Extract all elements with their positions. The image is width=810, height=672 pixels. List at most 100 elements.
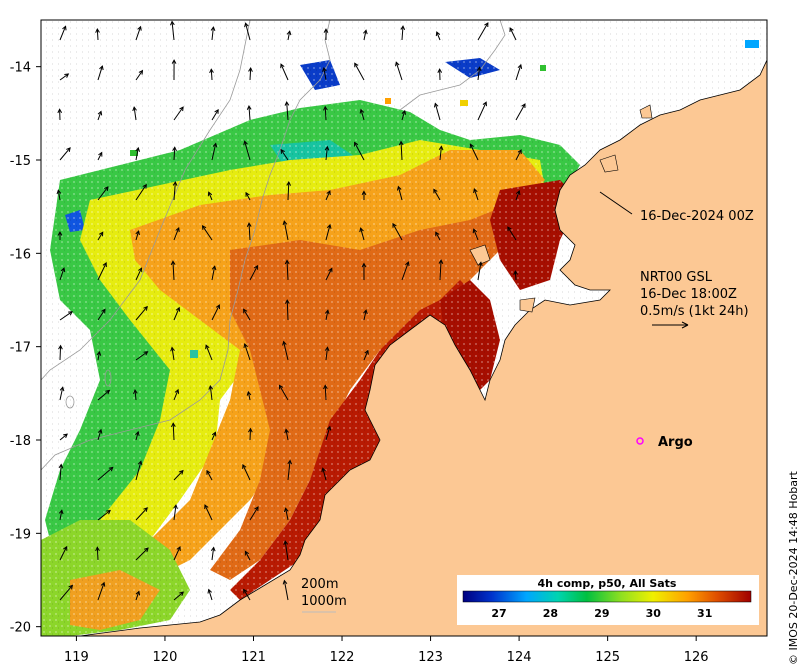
current-vector-head — [62, 25, 67, 31]
current-vector-head — [283, 507, 289, 513]
current-vector-head — [284, 299, 290, 304]
current-vector — [515, 149, 522, 161]
y-axis: -14 -15 -16 -17 -18 -19 -20 — [10, 61, 41, 636]
current-vector — [171, 21, 175, 41]
current-vector — [286, 300, 289, 321]
current-vector — [97, 309, 106, 321]
current-vector — [324, 385, 327, 401]
current-vector — [59, 147, 71, 161]
current-vector — [97, 390, 110, 401]
current-vector — [395, 62, 403, 81]
current-vector — [439, 260, 442, 281]
current-vector-head — [144, 547, 149, 553]
current-vector — [325, 268, 333, 281]
current-vector-head — [106, 509, 111, 515]
current-vector — [204, 504, 213, 521]
current-vector — [173, 106, 184, 121]
current-vector-head — [248, 67, 253, 72]
current-vector-head — [280, 148, 285, 154]
current-vector-head — [170, 346, 175, 352]
current-vector — [97, 351, 100, 361]
current-vector — [363, 310, 367, 321]
current-vector-head — [98, 231, 104, 237]
current-vector — [173, 591, 184, 601]
current-vector-head — [364, 349, 369, 355]
current-vector-head — [324, 309, 330, 315]
current-vector-head — [57, 108, 63, 114]
current-vector-head — [172, 146, 177, 152]
x-tick-label: 120 — [153, 650, 178, 665]
current-vector — [97, 510, 111, 521]
current-vector — [135, 184, 147, 201]
current-vector-head — [104, 186, 109, 191]
current-vector — [173, 182, 176, 201]
current-vector — [433, 189, 441, 201]
current-vector-head — [359, 227, 364, 233]
current-vector-head — [170, 260, 176, 266]
map-area[interactable] — [41, 20, 767, 636]
current-vector — [325, 146, 328, 161]
current-vector — [354, 63, 365, 81]
current-vector-head — [363, 309, 368, 315]
current-vector — [59, 26, 67, 41]
current-vector — [397, 186, 403, 201]
current-vector — [211, 143, 217, 161]
current-vector-head — [324, 346, 330, 352]
x-tick-label: 119 — [64, 650, 89, 665]
current-vector — [477, 67, 481, 81]
current-vector-head — [59, 386, 65, 392]
current-vector-head — [97, 110, 103, 116]
current-vector-head — [323, 105, 328, 111]
land-mass — [79, 59, 767, 636]
current-vector — [324, 106, 327, 121]
current-vector — [325, 190, 331, 201]
argo-float-marker[interactable] — [636, 437, 644, 445]
current-vector — [242, 464, 251, 481]
current-vector — [323, 67, 327, 81]
current-vector-head — [201, 224, 207, 230]
current-vector-head — [287, 459, 293, 465]
current-vector — [96, 29, 99, 41]
current-vector — [133, 107, 137, 121]
current-vector — [401, 261, 409, 281]
current-vector-head — [170, 20, 175, 26]
current-vector — [477, 101, 487, 121]
current-vector-head — [135, 146, 141, 152]
current-vector — [173, 307, 180, 321]
current-vector-head — [324, 145, 330, 151]
current-vector-head — [68, 584, 74, 590]
current-vector — [208, 589, 213, 601]
current-vector-head — [513, 270, 518, 275]
current-vector — [284, 541, 289, 561]
current-vector-head — [507, 226, 512, 232]
current-vector-head — [108, 466, 114, 472]
current-vector-head — [207, 588, 212, 594]
current-vector — [473, 228, 479, 241]
current-vector — [360, 109, 365, 121]
current-vector-head — [245, 191, 250, 197]
current-vector-head — [205, 344, 210, 350]
y-tick-label: -19 — [10, 527, 31, 542]
current-vector-head — [253, 264, 259, 270]
current-vector-head — [214, 108, 219, 114]
current-vector — [59, 585, 73, 601]
current-vector-head — [363, 29, 368, 35]
current-vector — [322, 468, 327, 481]
current-vector-head — [243, 308, 248, 314]
current-vector-head — [246, 222, 252, 227]
current-vector-head — [204, 504, 209, 510]
contour-200-label: 200m — [301, 577, 338, 592]
current-vector-head — [171, 422, 176, 428]
current-vector — [392, 223, 403, 241]
current-vector-head — [171, 59, 177, 64]
current-vector-head — [244, 550, 250, 556]
current-vector-head — [105, 389, 111, 395]
current-vector-head — [517, 149, 522, 155]
current-vector — [59, 546, 68, 561]
current-vector — [135, 267, 142, 281]
current-vector-head — [143, 305, 148, 311]
current-scale-label: 0.5m/s (1kt 24h) — [640, 304, 749, 319]
current-vector-head — [137, 460, 143, 466]
current-vector-head — [246, 390, 252, 396]
y-tick-label: -18 — [10, 434, 31, 449]
